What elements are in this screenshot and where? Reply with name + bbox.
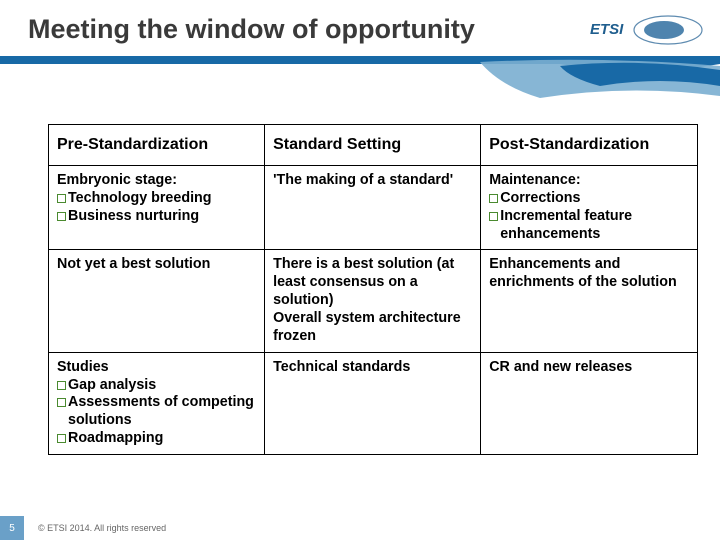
square-bullet-icon [57,381,66,390]
table-header-row: Pre-StandardizationStandard SettingPost-… [49,125,698,166]
square-bullet-icon [57,398,66,407]
table-row: StudiesGap analysisAssessments of compet… [49,352,698,454]
bullet-text: Technology breeding [68,190,212,208]
bullet-item: Assessments of competing solutions [57,394,256,430]
table-cell: CR and new releases [481,352,698,454]
standardization-table: Pre-StandardizationStandard SettingPost-… [48,124,698,455]
cell-text: Enhancements and enrichments of the solu… [489,256,689,292]
logo-text: ETSI [590,21,624,38]
square-bullet-icon [57,434,66,443]
bullet-text: Business nurturing [68,208,199,226]
table-header-cell: Standard Setting [265,125,481,166]
etsi-logo: ETSI [586,10,706,55]
cell-text: Overall system architecture frozen [273,310,472,346]
table-cell: Not yet a best solution [49,250,265,352]
square-bullet-icon [489,194,498,203]
table-row: Embryonic stage:Technology breedingBusin… [49,166,698,250]
bullet-text: Gap analysis [68,377,156,395]
copyright-text: © ETSI 2014. All rights reserved [38,523,166,533]
cell-lead: Embryonic stage: [57,172,256,190]
bullet-item: Business nurturing [57,208,256,226]
cell-lead: Maintenance: [489,172,689,190]
square-bullet-icon [57,194,66,203]
table-row: Not yet a best solution There is a best s… [49,250,698,352]
table-header-cell: Post-Standardization [481,125,698,166]
bullet-item: Incremental feature enhancements [489,208,689,244]
square-bullet-icon [57,212,66,221]
table-header-cell: Pre-Standardization [49,125,265,166]
cell-text: There is a best solution (at least conse… [273,256,472,310]
table-cell: 'The making of a standard' [265,166,481,250]
cell-text: CR and new releases [489,359,689,377]
table-cell: Technical standards [265,352,481,454]
table-cell: StudiesGap analysisAssessments of compet… [49,352,265,454]
cell-text: Technical standards [273,359,472,377]
header-divider [0,56,720,110]
bullet-item: Gap analysis [57,377,256,395]
bullet-text: Incremental feature enhancements [500,208,689,244]
table-cell: Maintenance:CorrectionsIncremental featu… [481,166,698,250]
bullet-item: Roadmapping [57,430,256,448]
bullet-item: Corrections [489,190,689,208]
bullet-text: Assessments of competing solutions [68,394,256,430]
bullet-text: Roadmapping [68,430,163,448]
table-cell: Embryonic stage:Technology breedingBusin… [49,166,265,250]
square-bullet-icon [489,212,498,221]
table-cell: There is a best solution (at least conse… [265,250,481,352]
bullet-text: Corrections [500,190,580,208]
cell-text: Not yet a best solution [57,256,256,274]
table-cell: Enhancements and enrichments of the solu… [481,250,698,352]
cell-text: 'The making of a standard' [273,172,472,190]
bullet-item: Technology breeding [57,190,256,208]
cell-lead: Studies [57,359,256,377]
page-number: 5 [0,516,24,540]
